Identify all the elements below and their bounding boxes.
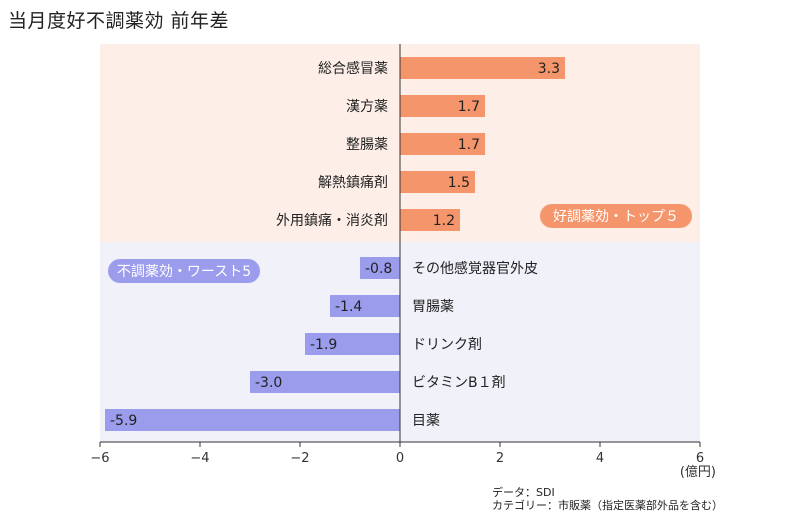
category-note: カテゴリー：市販薬（指定医薬部外品を含む） [492,499,723,512]
chart-title: 当月度好不調薬効 前年差 [8,10,230,32]
top-group-badge: 好調薬効・トップ５ [540,204,692,228]
category-label: 漢方薬 [346,99,388,115]
x-tick-label: 4 [596,451,604,466]
bar-value-label: -3.0 [255,375,282,391]
bar-value-label: 3.3 [538,61,560,77]
bar-value-label: 1.7 [458,99,480,115]
x-tick-label: 0 [396,451,404,466]
bottom-group-label: 不調薬効・ワースト5 [117,264,251,280]
category-label: 胃腸薬 [412,299,454,315]
top-group-label: 好調薬効・トップ５ [553,209,679,225]
category-label: 外用鎮痛・消炎剤 [276,212,388,229]
bar-top-2 [400,133,485,155]
category-label: 目薬 [412,413,440,429]
x-tick-label: 2 [496,451,504,466]
category-label: 解熱鎮痛剤 [318,174,388,191]
bar-value-label: -1.9 [310,337,337,353]
x-tick-label: −2 [290,451,309,466]
x-axis-unit: (億円) [680,464,716,480]
x-tick-label: −6 [90,451,109,466]
x-tick-label: −4 [190,451,209,466]
category-label: その他感覚器官外皮 [412,260,538,277]
category-label: ドリンク剤 [412,337,482,353]
bar-bottom-0 [360,257,400,279]
bar-top-0 [400,57,565,79]
category-label: 総合感冒薬 [318,60,388,77]
bar-value-label: 1.7 [458,137,480,153]
bar-bottom-3 [250,371,400,393]
bar-bottom-4 [105,409,400,431]
source-note: データ：SDI [492,486,555,499]
x-tick-label: 6 [696,451,704,466]
bar-top-4 [400,209,460,231]
bar-value-label: -1.4 [335,299,362,315]
bar-value-label: -5.9 [110,413,137,429]
bar-bottom-2 [305,333,400,355]
bottom-group-badge: 不調薬効・ワースト5 [108,259,260,283]
bar-value-label: 1.2 [433,213,455,229]
bar-value-label: -0.8 [365,261,392,277]
category-label: ビタミンB１剤 [412,375,506,391]
bar-bottom-1 [330,295,400,317]
category-label: 整腸薬 [346,137,388,153]
bar-top-3 [400,171,475,193]
bar-top-1 [400,95,485,117]
bar-value-label: 1.5 [448,175,470,191]
